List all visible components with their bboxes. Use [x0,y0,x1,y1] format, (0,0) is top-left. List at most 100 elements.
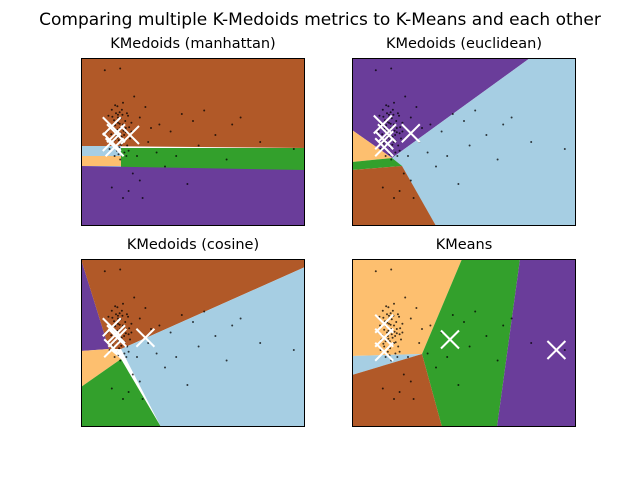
data-point [530,141,533,143]
data-point [395,131,398,134]
data-point [398,190,401,192]
data-point [563,349,566,351]
data-point [396,112,399,115]
data-point [409,380,412,383]
data-point [110,133,113,136]
data-point [384,155,387,157]
data-point [390,333,393,336]
data-point [144,307,147,309]
data-point [110,186,113,189]
data-point [292,148,295,150]
data-point [131,172,134,175]
data-point [119,158,122,161]
subplot-1: KMedoids (manhattan) [81,36,305,226]
data-point [110,309,113,312]
data-point [127,190,130,192]
data-point [418,342,421,344]
data-point [133,95,136,98]
cluster-center-marker [374,137,394,157]
cluster-region-orange [352,130,392,162]
cluster-region-orange [81,156,121,166]
data-point [147,141,150,143]
subplot-title: KMedoids (euclidean) [386,36,542,52]
data-point [108,148,111,150]
data-point [395,127,398,129]
data-point [394,151,397,154]
data-point [381,186,384,189]
cluster-region-purple [81,259,109,351]
data-point [395,328,398,330]
cluster-center-marker [103,338,123,358]
cluster-center-marker [546,340,567,360]
data-point [496,158,499,161]
cluster-center-marker [374,328,394,348]
data-point [502,324,505,327]
data-point [118,111,121,114]
data-point [214,134,217,136]
cluster-center-marker [120,125,140,145]
data-point [130,121,133,124]
data-point [390,158,393,161]
cluster-center-marker [135,328,156,348]
data-point [389,122,392,125]
data-point [510,317,513,320]
data-point [158,324,161,327]
data-point [391,309,394,312]
data-point [113,320,116,323]
data-point [392,113,395,116]
subplot-title: KMedoids (manhattan) [110,36,275,52]
cluster-center-marker [107,328,128,348]
axes-frame [81,58,305,226]
data-point [123,134,126,136]
data-point [398,114,401,117]
cluster-center-marker [374,314,394,334]
data-point [231,324,234,327]
axes-frame [352,259,576,427]
data-point [111,316,114,319]
axes-frame [81,259,305,427]
data-point [426,352,429,355]
data-point [136,356,138,358]
data-point [457,183,460,185]
data-point [186,384,189,386]
data-point [180,314,183,316]
data-point [463,120,465,122]
data-point [203,310,206,313]
data-point [390,67,393,70]
data-point [155,151,158,154]
data-point [385,305,388,308]
data-point [386,112,388,115]
data-point [107,114,110,117]
data-point [119,67,122,70]
data-point [231,123,234,126]
cluster-region-brown [352,354,442,427]
data-point [197,345,200,348]
data-point [138,317,141,320]
data-point [391,143,394,146]
data-point [214,335,217,337]
data-point [123,335,126,337]
data-point [474,109,477,112]
subplot-2: KMedoids (euclidean) [352,36,576,226]
data-point [440,130,443,133]
data-point [387,337,390,340]
data-point [381,387,384,390]
data-point [385,104,388,107]
data-point [120,344,123,347]
data-point [468,144,471,147]
plot-area [81,58,305,226]
data-point [384,356,387,358]
data-point [123,151,126,154]
data-point [107,315,110,318]
data-point [401,331,404,334]
data-point [136,155,138,157]
cluster-region-purple [497,259,576,427]
data-point [394,134,397,136]
data-point [396,155,399,157]
data-point [116,317,119,320]
data-point [391,108,394,111]
data-point [396,356,399,358]
data-point [225,359,228,362]
data-point [387,121,390,124]
data-point [118,347,121,350]
